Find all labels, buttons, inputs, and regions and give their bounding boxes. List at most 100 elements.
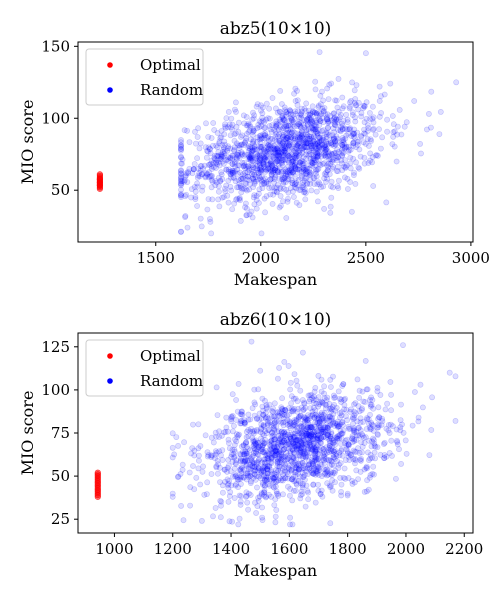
random-point [251,171,258,178]
random-point [303,116,310,123]
random-point [313,110,320,117]
random-point [312,153,319,159]
random-point [210,160,217,167]
random-point [254,439,261,446]
random-point [277,193,284,199]
random-point [309,160,316,167]
random-point [302,416,309,423]
random-point [296,122,303,129]
random-point [297,444,304,451]
random-point [249,405,256,411]
random-point [261,125,268,131]
random-point [271,436,278,443]
random-point [263,478,269,484]
random-point [246,156,253,163]
random-point [238,473,245,480]
random-point [236,142,243,149]
random-point [257,442,264,449]
random-point [254,138,261,145]
random-point [330,373,336,380]
random-point [305,152,312,159]
random-point [369,454,375,461]
random-point [280,475,286,482]
random-point [228,414,235,421]
random-point [252,471,258,478]
random-point [291,148,298,154]
random-point [284,198,291,205]
random-point [293,377,300,384]
x-tick-label: 2000 [242,249,280,267]
random-point [297,412,304,419]
random-point [305,471,311,477]
random-point [298,133,305,139]
random-point [256,173,263,180]
random-point [291,430,298,437]
random-point [309,108,316,115]
random-point [237,474,244,481]
random-point [316,49,323,55]
random-point [277,139,283,146]
random-point [264,153,271,160]
random-point [190,421,196,428]
random-point [308,467,315,474]
random-point [334,104,341,111]
random-point [276,463,283,470]
random-point [226,493,233,499]
random-point [175,442,181,449]
random-point [298,129,305,136]
random-point [270,413,277,420]
random-point [310,155,317,162]
random-point [325,119,332,125]
random-point [350,456,357,463]
random-point [353,428,360,435]
random-point [178,228,184,235]
random-point [214,144,221,151]
random-point [334,168,341,175]
random-point [273,467,280,473]
random-point [240,442,247,449]
random-point [334,157,340,164]
random-point [428,88,435,95]
random-point [270,165,276,172]
x-tick-label: 1500 [137,249,175,267]
random-point [310,142,317,149]
random-point [251,145,258,152]
random-point [308,187,315,194]
random-point [343,144,350,151]
random-point [277,124,284,130]
random-point [357,468,364,475]
random-point [307,140,314,146]
random-point [198,171,205,178]
random-point [237,418,244,424]
random-point [269,448,275,455]
random-point [201,162,208,169]
random-point [242,137,249,144]
random-point [377,93,384,100]
random-point [178,153,184,160]
random-point [344,448,351,455]
random-point [248,155,255,162]
random-point [336,431,343,438]
random-point [286,154,293,161]
random-point [362,357,369,364]
random-point [318,153,325,160]
random-point [224,145,231,151]
random-point [294,382,301,389]
random-point [324,425,331,432]
random-point [308,135,315,141]
random-point [245,506,251,513]
random-point [315,468,321,474]
random-point [294,437,301,444]
random-point [232,178,239,185]
random-point [265,145,272,152]
random-point [208,177,215,183]
random-point [301,105,308,112]
random-point [314,138,321,144]
random-point [298,105,305,112]
random-point [329,404,336,410]
random-point [228,187,235,194]
random-point [348,406,354,413]
random-point [244,176,250,183]
random-point [317,491,324,497]
random-point [351,429,358,436]
